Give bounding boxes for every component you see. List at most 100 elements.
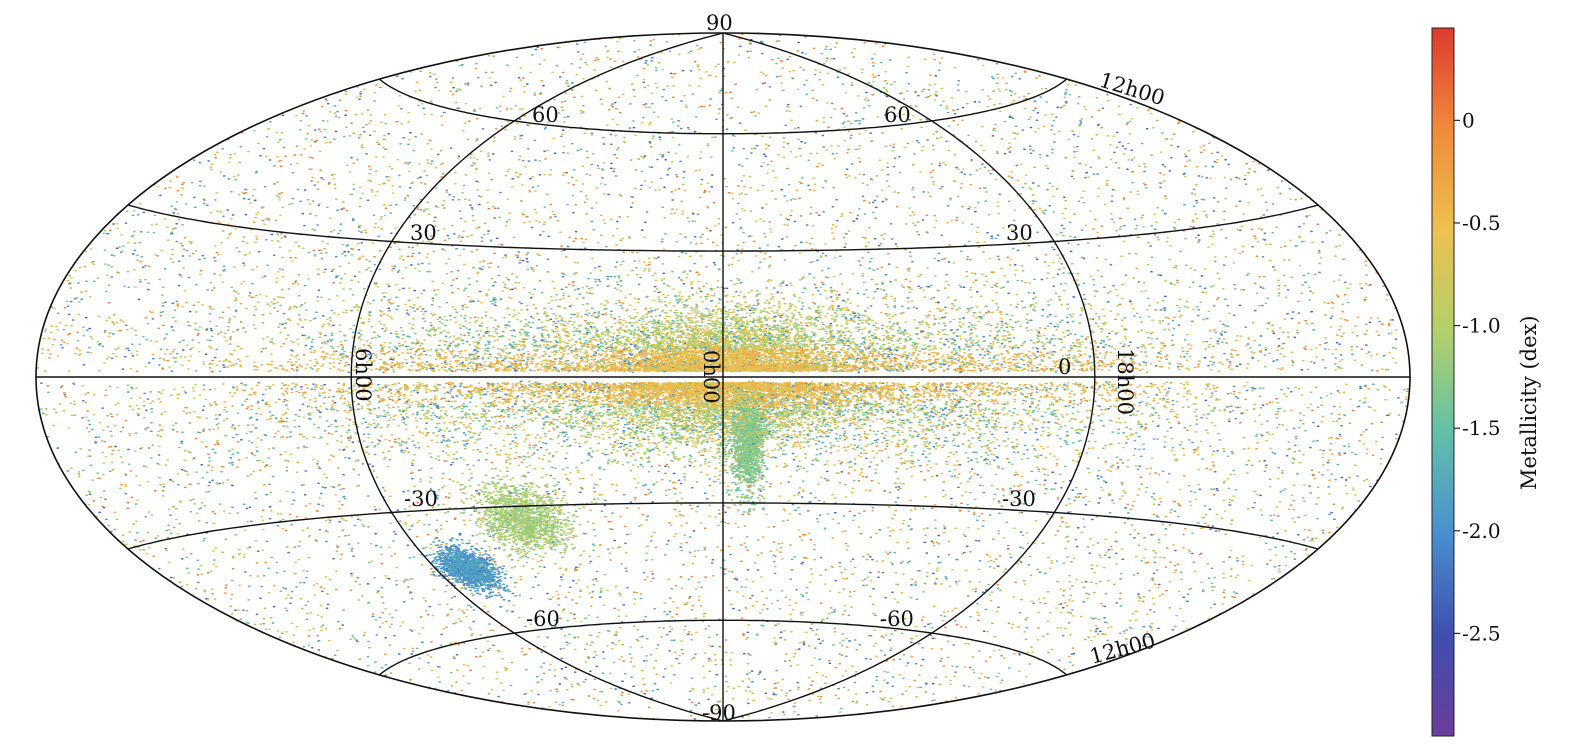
star-point-group: [111, 42, 1352, 695]
star-point-group: [94, 103, 1342, 704]
star-point-group: [171, 93, 1389, 451]
star-point-group: [82, 166, 1147, 673]
star-point-group: [593, 391, 841, 402]
star-point-group: [107, 126, 1280, 675]
colorbar-tick-label: -2.5: [1462, 621, 1501, 645]
star-point-group: [149, 278, 1190, 472]
colorbar-tick-label: -1.0: [1462, 314, 1501, 338]
star-point-group: [319, 586, 1088, 671]
star-point-group: [472, 106, 1289, 700]
star-point-group: [94, 106, 1238, 655]
colorbar-tick-label: -1.5: [1462, 416, 1501, 440]
star-point-group: [115, 38, 1344, 650]
star-point-group: [76, 45, 1368, 684]
meridian-line: [722, 32, 1096, 722]
star-point-group: [355, 189, 782, 468]
star-point-group: [245, 81, 1395, 696]
star-point-group: [126, 347, 1257, 549]
star-point-group: [234, 40, 1321, 686]
star-point-group: [515, 67, 750, 522]
meridian-label-0h00: 0h00: [699, 350, 723, 404]
star-point-group: [113, 37, 1185, 713]
star-point-group: [131, 115, 1148, 579]
star-point-group: [278, 60, 1286, 514]
star-point-group: [73, 251, 1040, 656]
star-point-group: [85, 142, 1405, 522]
star-point-group: [458, 539, 1306, 587]
star-point-group: [796, 272, 1322, 451]
star-point-group: [136, 82, 1374, 646]
star-point-group: [525, 268, 1139, 545]
star-point-group: [317, 111, 967, 572]
star-point-group: [205, 180, 1368, 660]
star-point-group: [43, 50, 1258, 608]
star-point-group: [269, 289, 1033, 417]
star-point-group: [67, 33, 1341, 703]
star-point-group: [231, 41, 1212, 660]
star-point-group: [281, 131, 1263, 656]
star-point-group: [97, 48, 1345, 622]
star-point-group: [46, 137, 1220, 674]
star-point-group: [124, 71, 1267, 628]
star-point-group: [86, 72, 1381, 679]
star-point-group: [375, 251, 990, 636]
star-point-group: [291, 171, 888, 563]
star-point-group: [158, 63, 1115, 635]
star-point-group: [67, 74, 1364, 690]
star-point-group: [171, 78, 1360, 546]
star-point-group: [117, 182, 1152, 627]
star-point-group: [411, 334, 1070, 652]
star-point-group: [101, 41, 1318, 635]
star-point-group: [285, 62, 1359, 522]
star-point-group: [410, 92, 1346, 706]
star-point-group: [378, 126, 1297, 670]
star-point-group: [114, 33, 1297, 626]
star-point-group: [84, 393, 998, 534]
star-point-group: [101, 255, 1097, 684]
star-point-group: [44, 73, 1296, 569]
star-point-group: [410, 174, 1039, 655]
star-point-group: [135, 59, 1366, 700]
star-point-group: [409, 458, 1009, 681]
star-point-group: [136, 82, 1264, 668]
star-point-group: [323, 213, 1334, 687]
lat-label-0: 0: [1058, 355, 1071, 379]
star-point-group: [211, 89, 1336, 698]
colorbar-label: Metallicity (dex): [1517, 315, 1541, 490]
star-point-group: [424, 175, 848, 640]
colorbar-tick-label: -2.0: [1462, 519, 1501, 543]
star-point-group: [74, 95, 1304, 509]
star-point-group: [708, 287, 1268, 652]
meridian-label-6h00: 6h00: [351, 348, 375, 402]
star-point-group: [614, 237, 1228, 446]
colorbar-ticks: 0 -0.5 -1.0 -1.5 -2.0 -2.5: [1454, 108, 1501, 645]
star-point-group: [885, 95, 1188, 158]
star-point-group: [159, 45, 1153, 683]
star-point-group: [144, 187, 1165, 579]
star-point-group: [126, 216, 1288, 694]
star-point-group: [373, 299, 1279, 579]
star-point-group: [384, 148, 1246, 450]
star-point-group: [401, 89, 1121, 656]
star-point-group: [360, 146, 949, 581]
star-point-group: [112, 59, 1297, 587]
star-point-group: [182, 107, 1331, 633]
star-point-group: [503, 305, 1222, 629]
star-point-group: [180, 75, 1262, 665]
edge-label-12h00-top: 12h00: [1097, 68, 1168, 111]
star-point-group: [930, 234, 1121, 428]
star-point-group: [132, 99, 1381, 704]
star-point-group: [245, 129, 978, 700]
star-point-group: [284, 322, 793, 651]
star-point-group: [92, 42, 1314, 541]
star-point-group: [98, 114, 1242, 695]
star-point-group: [75, 46, 1384, 715]
colorbar-tick-label: -0.5: [1462, 211, 1501, 235]
star-point-group: [124, 55, 1324, 686]
star-point-group: [88, 65, 1156, 701]
star-point-group: [379, 145, 1387, 551]
star-point-group: [53, 40, 1275, 538]
star-point-group: [218, 125, 1267, 702]
star-point-group: [205, 52, 1276, 718]
star-point-group: [332, 172, 1032, 562]
